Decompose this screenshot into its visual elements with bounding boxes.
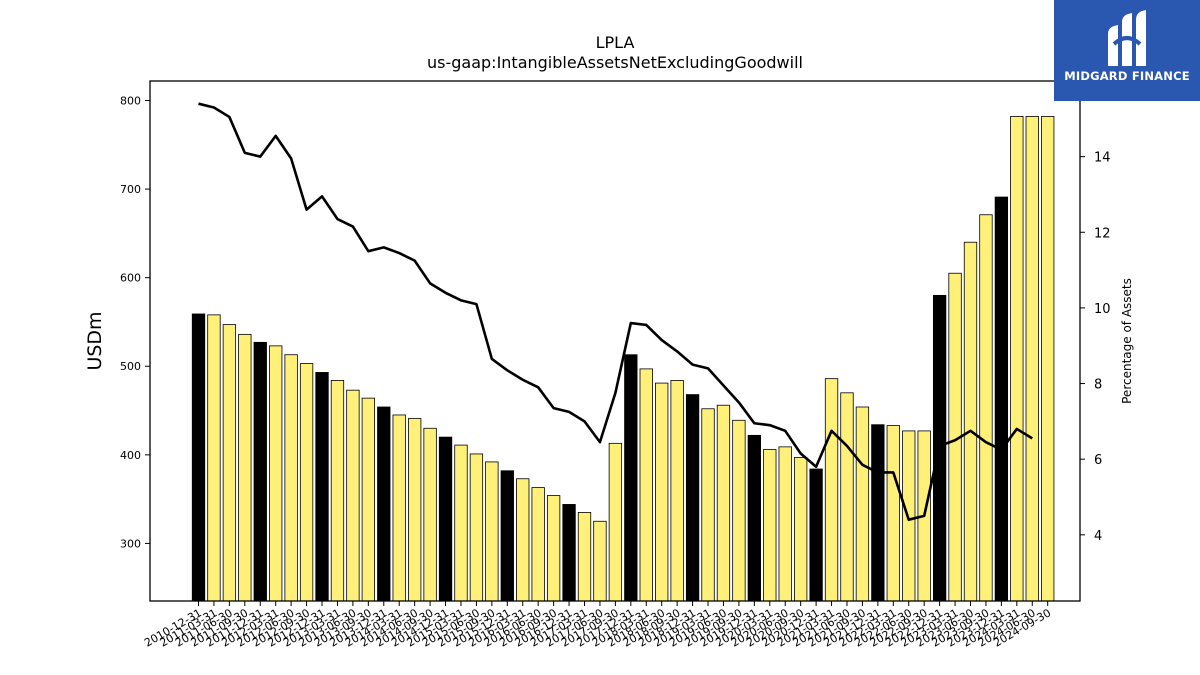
y-tick-label-300: 300 (120, 537, 141, 550)
bar-2019-12-31 (747, 434, 761, 602)
bar-2021-09-30 (855, 406, 870, 602)
bar-2014-03-31 (392, 414, 406, 602)
bar-2015-09-30 (485, 461, 499, 602)
bar-2024-09-30 (1041, 116, 1055, 602)
logo-text: MIDGARD FINANCE (1064, 69, 1190, 83)
bar-2024-06-30 (1025, 116, 1039, 602)
bar-2012-09-30 (299, 363, 314, 602)
bar-2017-12-31 (624, 354, 638, 602)
bar-2015-12-31 (500, 470, 514, 602)
bar-2013-12-31 (377, 406, 391, 602)
bar-2010-12-31 (191, 313, 206, 602)
line-group (198, 102, 1033, 521)
bar-2017-09-30 (608, 442, 623, 602)
bar-2022-03-31 (886, 425, 900, 602)
bar-2024-03-31 (1010, 116, 1024, 602)
midgard-logo-icon (1108, 10, 1146, 66)
bar-2015-03-31 (454, 444, 468, 602)
bar-2013-06-30 (346, 389, 360, 602)
bar-2011-12-31 (253, 341, 267, 602)
bar-2016-09-30 (546, 495, 561, 602)
bar-2016-12-31 (562, 504, 576, 602)
chart-title: LPLA (596, 33, 635, 52)
bar-2019-09-30 (732, 419, 746, 602)
y-axis-left: 300 400 500 600 700 800 (120, 94, 150, 550)
bar-2011-06-30 (222, 324, 237, 602)
bar-2013-03-31 (330, 380, 345, 602)
bar-2018-09-30 (670, 380, 684, 602)
bar-2014-12-31 (438, 436, 453, 602)
y2-tick-label-8: 8 (1094, 378, 1102, 393)
y2-tick-label-14: 14 (1094, 151, 1111, 166)
bar-2016-06-30 (531, 487, 545, 602)
bar-2020-09-30 (794, 457, 808, 602)
bar-2012-12-31 (315, 372, 329, 602)
bar-2014-09-30 (423, 427, 437, 602)
bar-2018-03-31 (639, 368, 653, 602)
bar-2023-06-30 (963, 241, 978, 602)
bar-2011-09-30 (238, 333, 252, 602)
bar-2012-03-31 (269, 345, 283, 602)
bar-2019-06-30 (716, 404, 731, 602)
percentage-line (198, 102, 1033, 521)
x-axis: 2010-12-312011-03-312011-06-302011-09-30… (142, 601, 1053, 650)
bar-2021-06-30 (840, 392, 854, 602)
y-tick-label-800: 800 (120, 94, 141, 107)
y2-tick-label-10: 10 (1094, 302, 1111, 317)
bar-2014-06-30 (408, 418, 422, 602)
bar-2017-03-31 (577, 512, 592, 602)
bar-2021-03-31 (824, 378, 839, 602)
bar-2013-09-30 (361, 397, 375, 602)
y-tick-label-700: 700 (120, 183, 141, 196)
bar-2012-06-30 (284, 354, 298, 602)
y2-tick-label-4: 4 (1094, 529, 1102, 544)
y2-tick-label-12: 12 (1094, 226, 1111, 241)
y2-tick-label-6: 6 (1094, 453, 1102, 468)
y-axis-label-left: USDm (84, 311, 106, 370)
bar-2019-03-31 (701, 408, 715, 602)
bar-2017-06-30 (593, 520, 607, 602)
chart-subtitle: us-gaap:IntangibleAssetsNetExcludingGood… (427, 53, 803, 72)
y-tick-label-400: 400 (120, 449, 141, 462)
bar-2020-03-31 (763, 449, 777, 602)
bar-2011-03-31 (207, 314, 221, 602)
midgard-finance-logo: MIDGARD FINANCE (1054, 0, 1200, 101)
bar-2018-06-30 (655, 382, 669, 602)
bar-2023-09-30 (979, 214, 993, 602)
bar-2020-06-30 (778, 446, 792, 602)
bar-2015-06-30 (469, 453, 484, 602)
bar-2023-12-31 (994, 196, 1009, 602)
y-tick-label-500: 500 (120, 360, 141, 373)
bar-2016-03-31 (516, 478, 530, 602)
bar-2018-12-31 (685, 394, 700, 602)
y-axis-right: 4 6 8 10 12 14 (1080, 151, 1111, 544)
bar-2021-12-31 (871, 424, 885, 602)
y-axis-label-right: Percentage of Assets (1120, 278, 1134, 404)
y-tick-label-600: 600 (120, 272, 141, 285)
bar-2020-12-31 (809, 468, 823, 602)
